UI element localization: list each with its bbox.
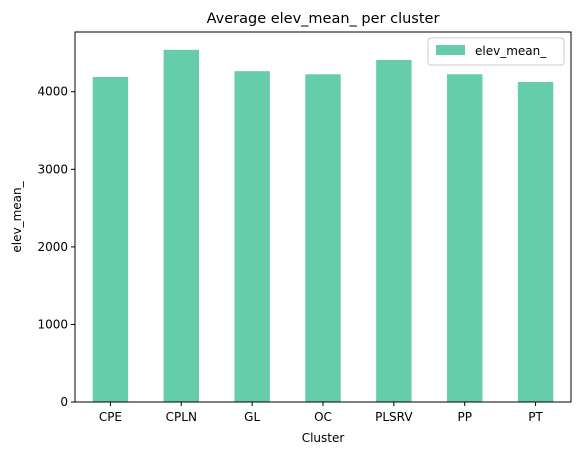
legend-swatch <box>436 45 465 55</box>
legend: elev_mean_ <box>427 37 565 66</box>
y-axis: 0 1000 2000 3000 4000 <box>37 85 75 409</box>
bar-pt <box>517 82 554 403</box>
x-tick-label: PP <box>457 410 471 424</box>
y-tick-label: 2000 <box>37 240 68 254</box>
y-axis-label: elev_mean_ <box>10 180 24 252</box>
y-tick-label: 4000 <box>37 85 68 99</box>
x-axis-label: Cluster <box>302 431 345 445</box>
bar-cpe <box>92 76 129 403</box>
chart-title: Average elev_mean_ per cluster <box>207 11 440 27</box>
bar-gl <box>234 71 270 402</box>
x-tick-label: CPE <box>99 410 122 424</box>
bar-plsrv <box>376 59 412 402</box>
x-tick-label: PLSRV <box>375 410 413 424</box>
x-tick-label: OC <box>314 410 332 424</box>
x-tick-label: CPLN <box>166 410 197 424</box>
bar-oc <box>305 74 341 403</box>
legend-label: elev_mean_ <box>475 44 547 58</box>
legend-box <box>427 37 565 66</box>
y-tick-label: 0 <box>60 395 68 409</box>
bar-cpln <box>163 49 199 403</box>
x-axis: CPE CPLN GL OC PLSRV PP PT <box>99 402 544 424</box>
x-tick-label: GL <box>244 410 260 424</box>
bars-layer <box>92 49 554 403</box>
bar-pp <box>447 74 483 403</box>
x-tick-label: PT <box>528 410 543 424</box>
y-tick-label: 3000 <box>37 162 68 176</box>
y-tick-label: 1000 <box>37 317 68 331</box>
